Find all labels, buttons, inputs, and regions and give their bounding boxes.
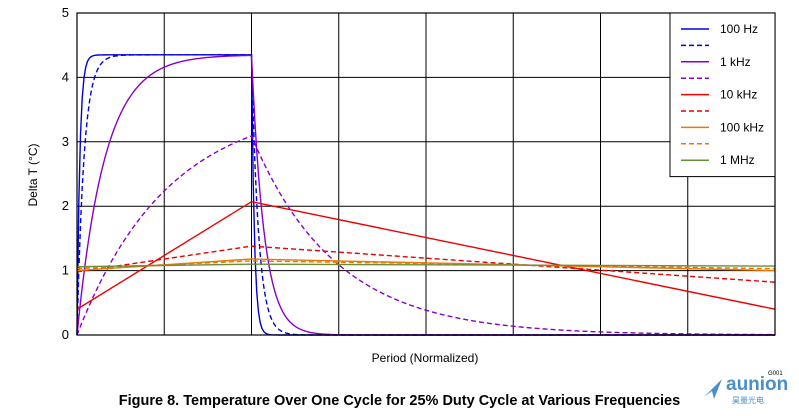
legend-label: 100 kHz (720, 120, 764, 134)
logo-subtitle: 昊量光电 (732, 396, 764, 405)
legend-label: 1 MHz (720, 153, 755, 167)
series-line-1-mhz (76, 263, 776, 268)
y-tick-label: 2 (62, 198, 69, 213)
series-line-dashed-5 (76, 245, 776, 283)
legend-label: 100 Hz (720, 22, 758, 36)
logo: aunion 昊量光电 (702, 374, 794, 408)
y-ticks: 0 1 2 3 4 5 (62, 5, 69, 342)
logo-name: aunion (726, 374, 789, 395)
y-tick-label: 0 (62, 327, 69, 342)
legend: 100 Hz 1 kHz 10 kHz 100 kHz 1 MHz (669, 12, 776, 178)
x-axis-label: Period (Normalized) (372, 351, 479, 365)
legend-label: 1 kHz (720, 55, 751, 69)
y-tick-label: 3 (62, 134, 69, 149)
legend-label: 10 kHz (720, 88, 757, 102)
series-line-10-khz (76, 200, 776, 310)
figure-caption: Figure 8. Temperature Over One Cycle for… (118, 393, 681, 409)
figure-id: G001 (768, 371, 783, 377)
logo-arrow-icon (704, 379, 722, 399)
y-tick-label: 4 (62, 69, 69, 84)
y-tick-label: 1 (62, 263, 69, 278)
y-tick-label: 5 (62, 5, 69, 20)
y-axis-label: Delta T (°C) (26, 143, 40, 206)
series-line-dashed-3 (76, 135, 776, 336)
series-line-dashed-1 (76, 54, 775, 336)
